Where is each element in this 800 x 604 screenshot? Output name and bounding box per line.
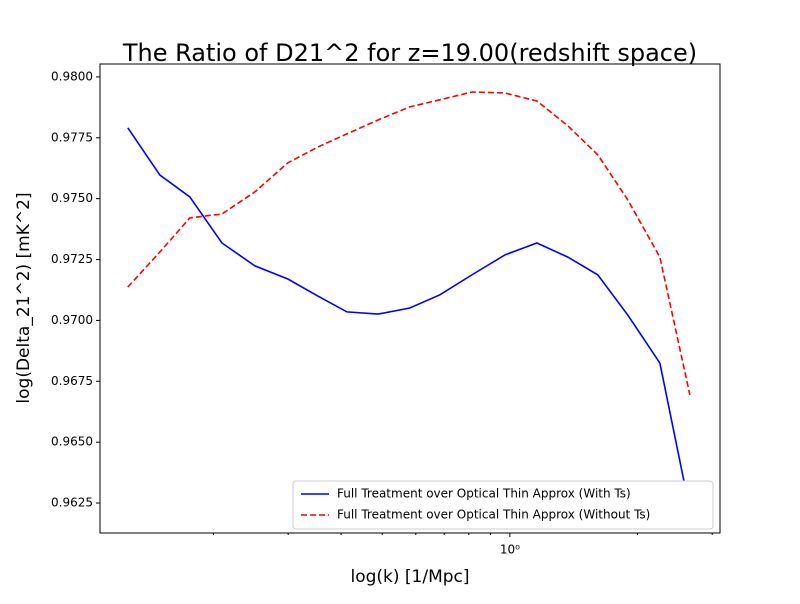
plot-frame <box>99 63 721 534</box>
legend-label: Full Treatment over Optical Thin Approx … <box>337 487 631 501</box>
y-axis-label: log(Delta_21^2) [mK^2] <box>14 192 34 403</box>
chart-title: The Ratio of D21^2 for z=19.00(redshift … <box>122 39 697 67</box>
legend-box <box>292 480 714 530</box>
y-tick-label: 0.9675 <box>51 374 93 388</box>
y-tick-label: 0.9775 <box>51 130 93 144</box>
data-line <box>127 127 691 511</box>
legend-label: Full Treatment over Optical Thin Approx … <box>337 508 650 522</box>
x-axis-label: log(k) [1/Mpc] <box>350 567 469 587</box>
y-tick-label: 0.9725 <box>51 252 93 266</box>
data-line <box>127 91 691 396</box>
y-tick-label: 0.9750 <box>51 191 93 205</box>
y-tick-label: 0.9650 <box>51 435 93 449</box>
y-tick-label: 0.9625 <box>51 496 93 510</box>
y-tick-label: 0.9700 <box>51 313 93 327</box>
x-tick-label: 10⁰ <box>500 543 520 557</box>
y-tick-label: 0.9800 <box>51 69 93 83</box>
